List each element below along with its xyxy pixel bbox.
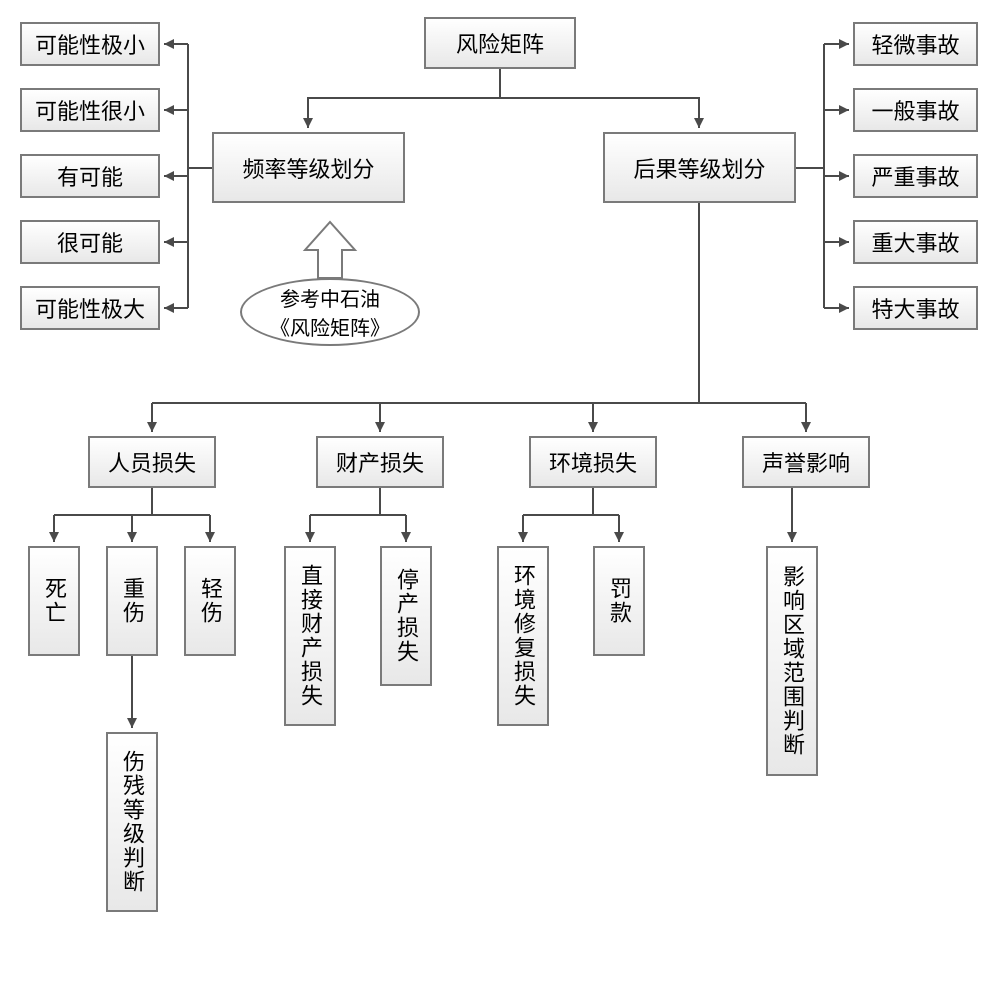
root-node: 风险矩阵 xyxy=(424,17,576,69)
personnel-death: 死亡 xyxy=(28,546,80,656)
cons-leaf-1: 一般事故 xyxy=(853,88,978,132)
cons-leaf-0: 轻微事故 xyxy=(853,22,978,66)
freq-leaf-4: 可能性极大 xyxy=(20,286,160,330)
ellipse-line1: 参考中石油 xyxy=(280,283,380,312)
property-direct: 直接财产损失 xyxy=(284,546,336,726)
freq-leaf-0: 可能性极小 xyxy=(20,22,160,66)
env-repair: 环境修复损失 xyxy=(497,546,549,726)
loss-reputation: 声誉影响 xyxy=(742,436,870,488)
freq-leaf-2: 有可能 xyxy=(20,154,160,198)
freq-leaf-3: 很可能 xyxy=(20,220,160,264)
cons-leaf-3: 重大事故 xyxy=(853,220,978,264)
property-stop: 停产损失 xyxy=(380,546,432,686)
injury-level: 伤残等级判断 xyxy=(106,732,158,912)
ellipse-line2: 《风险矩阵》 xyxy=(270,312,390,341)
freq-leaf-1: 可能性很小 xyxy=(20,88,160,132)
personnel-serious: 重伤 xyxy=(106,546,158,656)
cons-leaf-4: 特大事故 xyxy=(853,286,978,330)
reference-note: 参考中石油 《风险矩阵》 xyxy=(240,278,420,346)
frequency-node: 频率等级划分 xyxy=(212,132,405,203)
personnel-minor: 轻伤 xyxy=(184,546,236,656)
loss-environment: 环境损失 xyxy=(529,436,657,488)
consequence-node: 后果等级划分 xyxy=(603,132,796,203)
cons-leaf-2: 严重事故 xyxy=(853,154,978,198)
env-fine: 罚款 xyxy=(593,546,645,656)
loss-property: 财产损失 xyxy=(316,436,444,488)
loss-personnel: 人员损失 xyxy=(88,436,216,488)
reputation-scope: 影响区域范围判断 xyxy=(766,546,818,776)
